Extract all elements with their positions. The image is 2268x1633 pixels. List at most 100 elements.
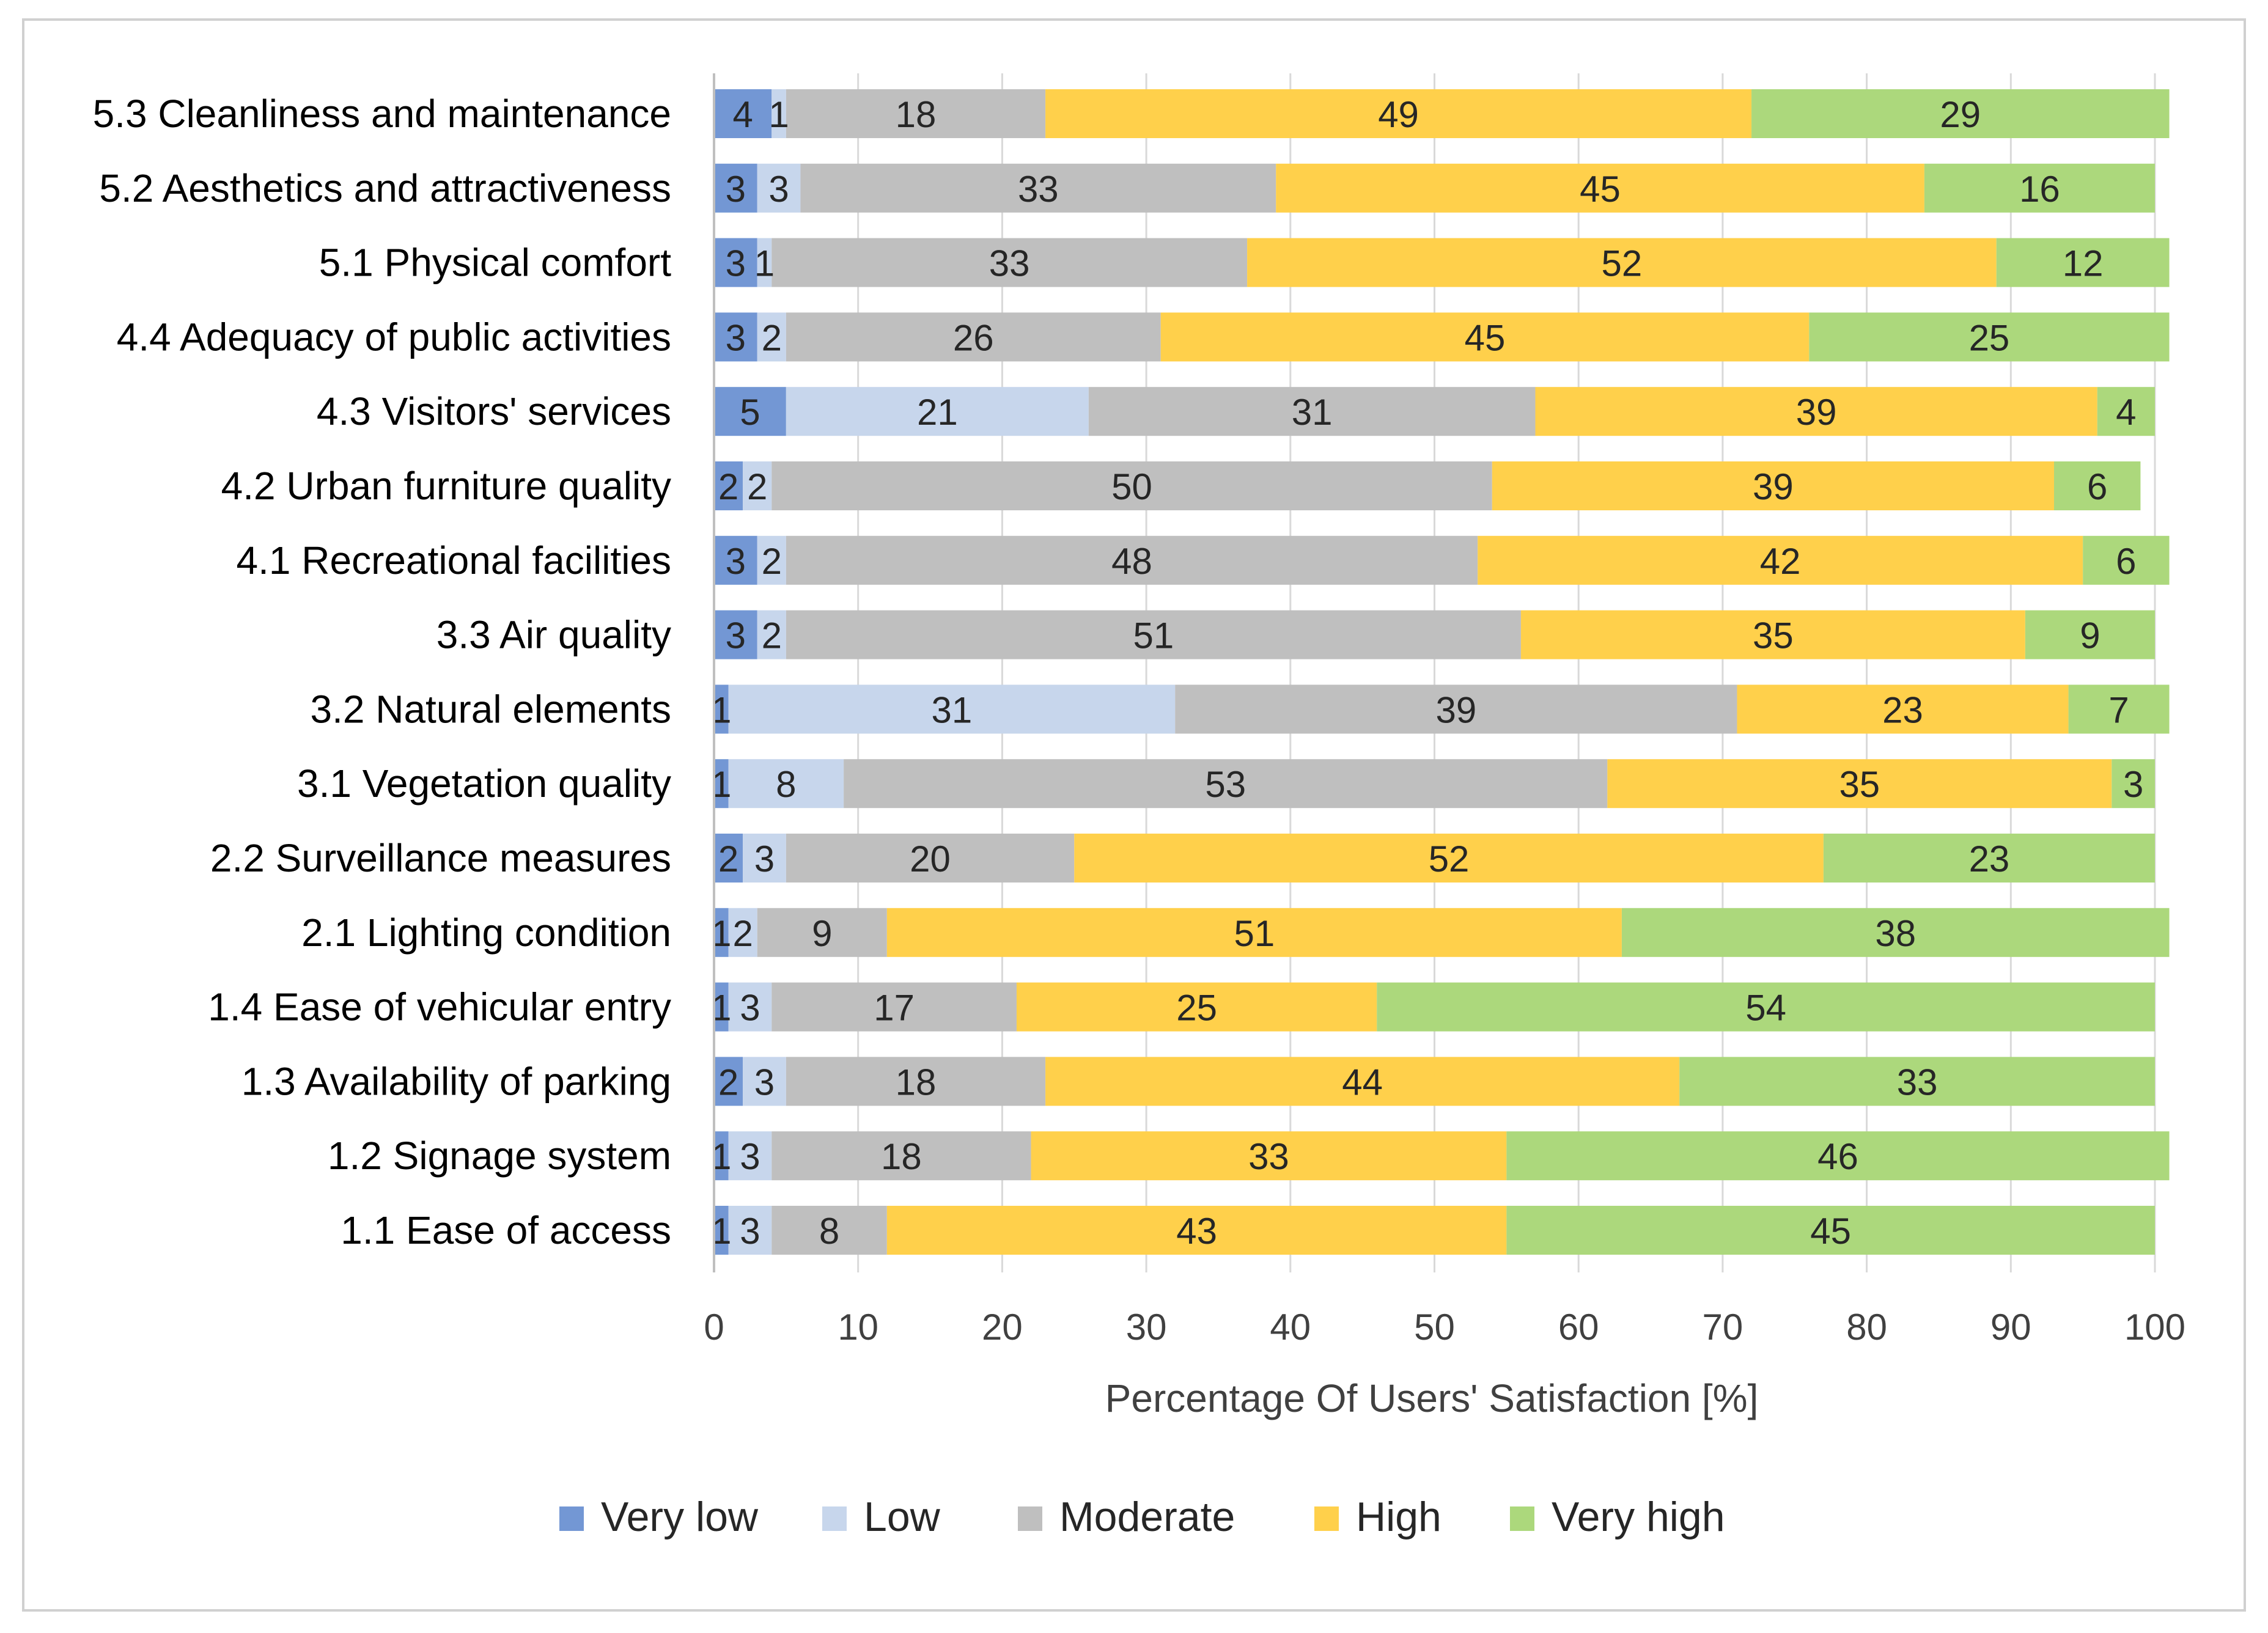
legend-label: Low bbox=[864, 1494, 941, 1540]
bar-low bbox=[757, 238, 772, 287]
bar-very-high bbox=[1679, 1057, 2155, 1106]
bar-high bbox=[1247, 238, 1997, 287]
category-label: 1.1 Ease of access bbox=[341, 1208, 671, 1252]
data-label: 18 bbox=[881, 1136, 922, 1177]
data-label: 2 bbox=[762, 317, 782, 358]
bar-low bbox=[757, 163, 801, 213]
data-label: 7 bbox=[2108, 689, 2129, 730]
bar-moderate bbox=[786, 610, 1521, 659]
bar-low bbox=[728, 908, 757, 957]
data-label: 3 bbox=[754, 839, 775, 879]
bar-low bbox=[771, 89, 786, 138]
data-label: 23 bbox=[1969, 839, 2010, 879]
data-label: 33 bbox=[1248, 1136, 1289, 1177]
bar-moderate bbox=[786, 312, 1161, 362]
bar-very-high bbox=[2097, 387, 2155, 436]
bar-moderate bbox=[786, 535, 1478, 585]
data-label: 3 bbox=[740, 1211, 760, 1252]
bar-very-high bbox=[2112, 759, 2155, 809]
bar-low bbox=[786, 387, 1089, 436]
bar-moderate bbox=[800, 163, 1276, 213]
bar-high bbox=[1016, 982, 1377, 1032]
category-label: 5.2 Aesthetics and attractiveness bbox=[99, 166, 671, 210]
data-label: 44 bbox=[1342, 1062, 1383, 1103]
data-labels: 4 1 18 49 293 3 33 45 163 1 33 52 123 2 26 45 255 21 31 39 4… bbox=[711, 94, 2143, 1252]
x-tick-label-10: 10 bbox=[838, 1307, 878, 1348]
x-tick-label-70: 70 bbox=[1703, 1307, 1743, 1348]
x-tick-label-80: 80 bbox=[1846, 1307, 1887, 1348]
bar-very-low bbox=[714, 461, 743, 510]
data-label: 33 bbox=[1018, 169, 1059, 210]
category-label: 4.2 Urban furniture quality bbox=[221, 464, 671, 508]
data-label: 25 bbox=[1969, 317, 2010, 358]
bar-very-high bbox=[1924, 163, 2155, 213]
data-label: 1 bbox=[768, 94, 789, 135]
data-label: 49 bbox=[1378, 94, 1419, 135]
data-label: 4 bbox=[2116, 392, 2136, 433]
bar-very-low bbox=[714, 1057, 743, 1106]
bar-very-high bbox=[2083, 535, 2170, 585]
data-label: 9 bbox=[812, 913, 832, 954]
data-label: 8 bbox=[776, 764, 796, 805]
bar-high bbox=[1160, 312, 1810, 362]
x-tick-label-20: 20 bbox=[982, 1307, 1023, 1348]
data-label: 38 bbox=[1875, 913, 1916, 954]
x-tick-label-40: 40 bbox=[1270, 1307, 1311, 1348]
bar-moderate bbox=[1175, 684, 1737, 734]
bar-high bbox=[886, 1206, 1507, 1255]
data-label: 3 bbox=[726, 243, 746, 284]
data-label: 50 bbox=[1111, 466, 1152, 507]
bar-moderate bbox=[771, 982, 1017, 1032]
bars bbox=[714, 89, 2170, 1255]
category-label: 5.3 Cleanliness and maintenance bbox=[93, 92, 671, 136]
bar-very-high bbox=[2025, 610, 2155, 659]
data-label: 43 bbox=[1176, 1211, 1217, 1252]
data-label: 39 bbox=[1435, 689, 1476, 730]
bar-high bbox=[1045, 1057, 1680, 1106]
data-label: 6 bbox=[2116, 541, 2136, 582]
data-label: 16 bbox=[2019, 169, 2060, 210]
data-label: 18 bbox=[896, 94, 937, 135]
category-label: 4.1 Recreational facilities bbox=[237, 538, 671, 582]
bar-very-low bbox=[714, 535, 757, 585]
data-label: 9 bbox=[2080, 615, 2100, 656]
data-label: 35 bbox=[1839, 764, 1880, 805]
bar-very-high bbox=[1621, 908, 2170, 957]
data-label: 21 bbox=[917, 392, 958, 433]
bar-moderate bbox=[771, 461, 1492, 510]
data-label: 53 bbox=[1205, 764, 1246, 805]
legend-label: High bbox=[1356, 1494, 1441, 1540]
bar-very-low bbox=[714, 908, 729, 957]
bar-very-low bbox=[714, 982, 729, 1032]
bar-very-low bbox=[714, 1131, 729, 1181]
bar-high bbox=[1045, 89, 1752, 138]
data-label: 17 bbox=[874, 988, 915, 1029]
bar-low bbox=[728, 684, 1176, 734]
bar-high bbox=[1737, 684, 2069, 734]
category-label: 1.3 Availability of parking bbox=[241, 1059, 671, 1103]
x-tick-label-50: 50 bbox=[1414, 1307, 1455, 1348]
bar-moderate bbox=[1088, 387, 1536, 436]
category-label: 5.1 Physical comfort bbox=[319, 241, 671, 285]
bar-moderate bbox=[771, 238, 1248, 287]
bar-very-high bbox=[1751, 89, 2170, 138]
legend-swatch-low bbox=[822, 1506, 847, 1531]
category-label: 3.2 Natural elements bbox=[310, 687, 671, 731]
data-label: 45 bbox=[1580, 169, 1621, 210]
bar-moderate bbox=[771, 1131, 1031, 1181]
data-label: 3 bbox=[726, 615, 746, 656]
bar-very-low bbox=[714, 759, 729, 809]
data-label: 51 bbox=[1133, 615, 1174, 656]
data-label: 2 bbox=[747, 466, 767, 507]
data-label: 45 bbox=[1465, 317, 1506, 358]
bar-moderate bbox=[757, 908, 887, 957]
axes: 0 10 20 30 40 50 60 70 80 90 100 5.3 Cleanliness an… bbox=[93, 73, 2185, 1348]
data-label: 39 bbox=[1753, 466, 1794, 507]
data-label: 3 bbox=[726, 169, 746, 210]
bar-very-high bbox=[1506, 1131, 2170, 1181]
bar-low bbox=[757, 535, 786, 585]
bar-very-low bbox=[714, 684, 729, 734]
x-tick-label-100: 100 bbox=[2124, 1307, 2185, 1348]
